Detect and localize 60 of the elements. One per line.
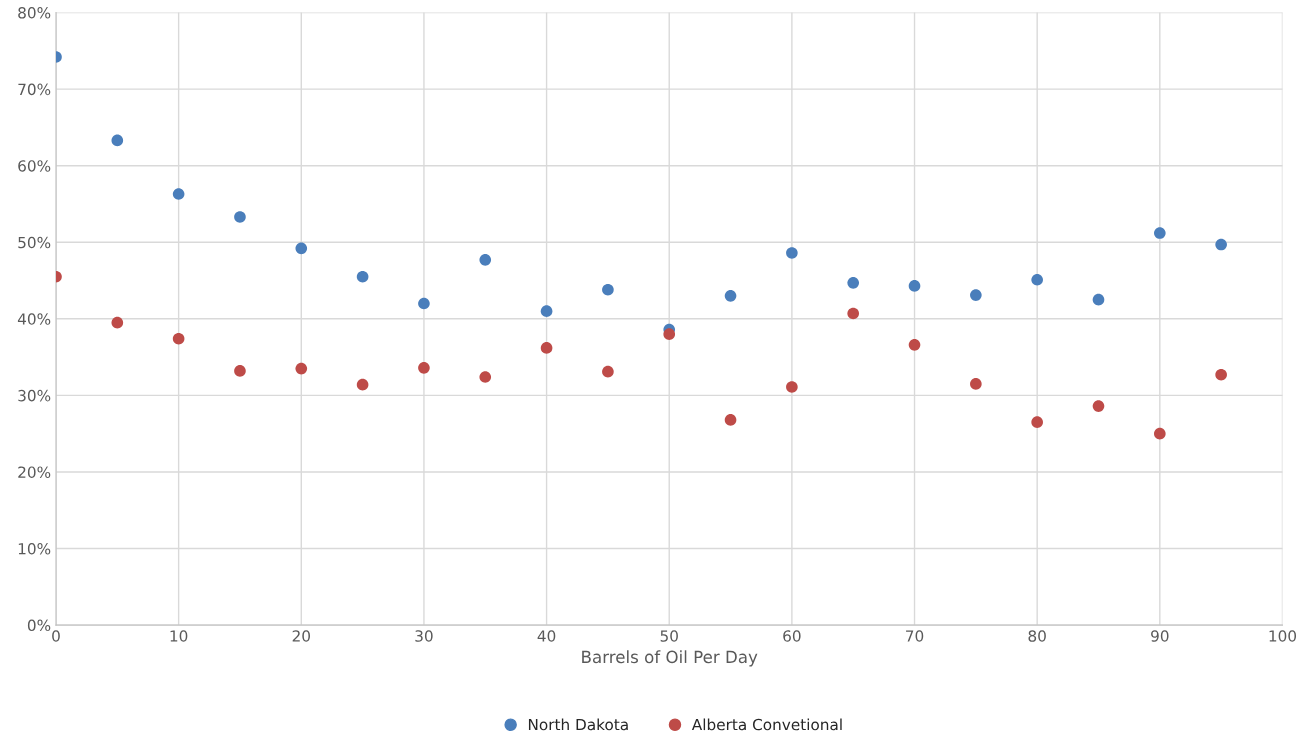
point <box>295 242 308 255</box>
point <box>1215 368 1227 381</box>
x-tick-label: 0 <box>52 630 60 642</box>
point <box>1092 400 1105 412</box>
point <box>1154 427 1166 440</box>
point <box>1031 273 1043 286</box>
x-tick-label: 100 <box>1269 630 1297 642</box>
y-tick-label: 40% <box>17 313 51 325</box>
point <box>1154 227 1166 239</box>
y-tick-label: 30% <box>18 389 51 402</box>
point <box>786 381 798 393</box>
point <box>356 378 369 391</box>
point <box>234 365 246 377</box>
legend-label: Alberta Convetional <box>691 718 842 731</box>
point <box>602 365 614 378</box>
x-tick-label: 50 <box>660 630 678 642</box>
point <box>908 339 921 351</box>
point <box>111 316 124 329</box>
y-tick-label: 10% <box>18 542 51 555</box>
point <box>418 297 430 310</box>
y-tick-label: 70% <box>18 83 51 96</box>
point <box>479 254 492 266</box>
x-tick-label: 80 <box>1028 630 1046 642</box>
point <box>1031 416 1043 428</box>
x-axis-title: Barrels of Oil Per Day <box>582 650 758 667</box>
point <box>786 247 798 259</box>
point <box>540 305 553 317</box>
point <box>172 188 185 200</box>
point <box>172 332 185 345</box>
point <box>295 362 308 375</box>
point <box>970 289 982 301</box>
y-tick-label: 50% <box>18 236 51 249</box>
legend-label: North Dakota <box>528 718 628 731</box>
point <box>234 211 246 223</box>
point <box>1092 293 1105 306</box>
x-tick-label: 10 <box>170 630 188 642</box>
point <box>847 307 860 320</box>
point <box>847 277 860 289</box>
point <box>663 328 676 340</box>
point <box>602 283 614 296</box>
point <box>724 290 737 302</box>
point <box>356 270 369 283</box>
y-tick-label: 60% <box>18 160 51 172</box>
x-tick-label: 20 <box>292 630 310 642</box>
y-tick-label: 0% <box>27 619 51 632</box>
y-tick-label: 80% <box>18 7 51 19</box>
point <box>111 134 124 147</box>
y-tick-label: 20% <box>18 466 51 478</box>
point <box>1215 238 1227 251</box>
x-tick-label: 30 <box>415 630 433 642</box>
point <box>908 280 921 292</box>
x-tick-label: 70 <box>906 630 924 642</box>
x-tick-label: 40 <box>537 630 556 642</box>
point <box>540 342 553 354</box>
point <box>970 378 982 390</box>
point <box>724 414 737 426</box>
point <box>479 371 492 383</box>
x-tick-label: 90 <box>1151 630 1169 642</box>
x-tick-label: 60 <box>783 630 801 642</box>
point <box>418 362 430 374</box>
